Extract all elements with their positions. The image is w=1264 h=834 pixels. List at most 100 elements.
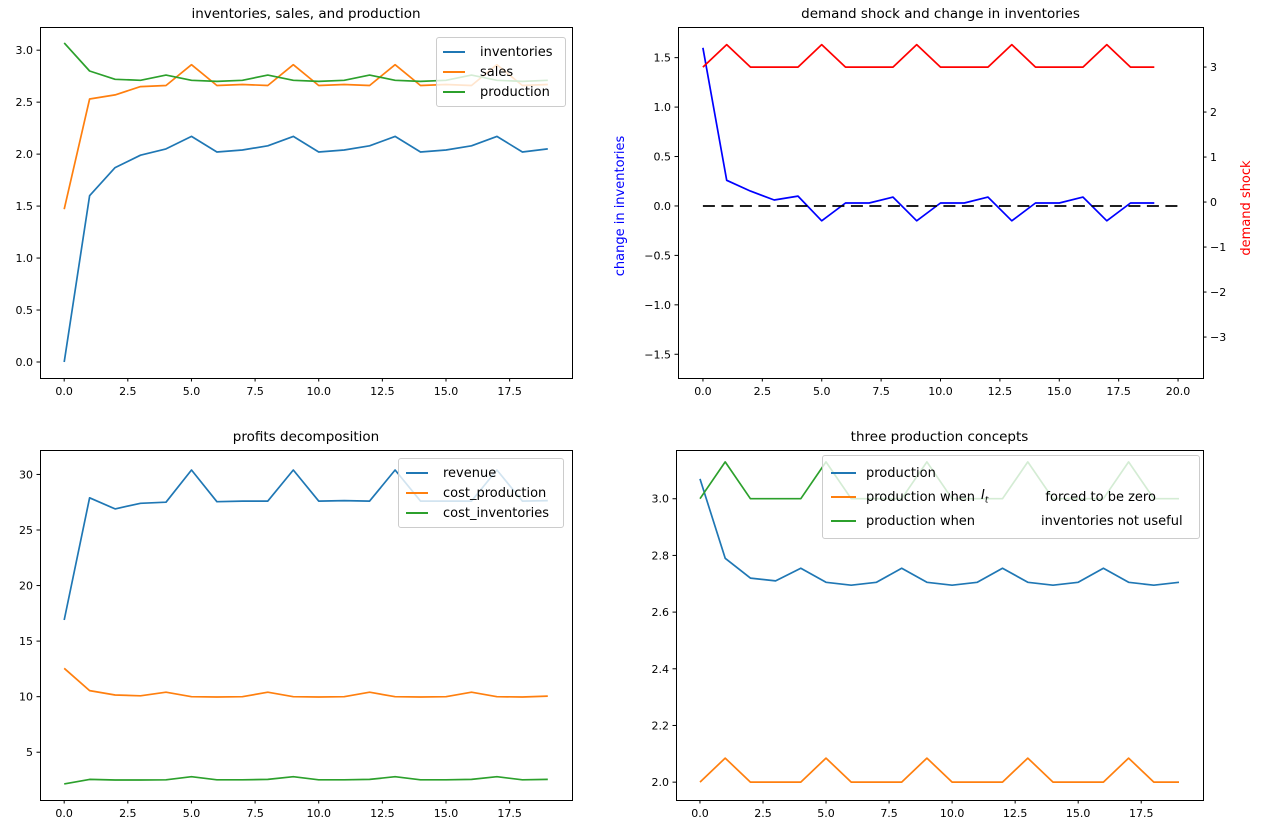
legend-swatch bbox=[443, 51, 465, 53]
axes-frame bbox=[40, 27, 573, 379]
axes-frame bbox=[40, 450, 573, 801]
legend-label: cost_inventories bbox=[443, 505, 550, 521]
y-tick-label: 0.0 bbox=[654, 200, 672, 213]
x-tick-label: 2.5 bbox=[754, 385, 772, 398]
x-tick-label: 0.0 bbox=[55, 807, 73, 820]
x-tick-label: 17.5 bbox=[1106, 385, 1131, 398]
y-tick-label: 1.0 bbox=[16, 252, 34, 265]
legend-swatch bbox=[831, 520, 856, 522]
x-tick-label: 0.0 bbox=[694, 385, 712, 398]
y-tick-label: 25 bbox=[19, 524, 33, 537]
legend-item: production bbox=[443, 82, 559, 102]
y-tick-label: 10 bbox=[19, 691, 33, 704]
legend-label: revenue bbox=[443, 465, 497, 481]
y-tick-label: 3.0 bbox=[652, 493, 670, 506]
y-tick-label: 1.0 bbox=[654, 101, 672, 114]
x-tick-label: 15.0 bbox=[434, 385, 459, 398]
legend-label-math: It bbox=[981, 488, 989, 506]
legend-label-gap bbox=[988, 497, 1045, 498]
y-tick-label: 0.5 bbox=[654, 151, 672, 164]
x-tick-label: 0.0 bbox=[691, 807, 709, 820]
x-tick-label: 2.5 bbox=[754, 807, 772, 820]
legend-item: cost_production bbox=[406, 483, 556, 503]
legend-swatch bbox=[406, 472, 428, 474]
legend-item: sales bbox=[443, 62, 559, 82]
y-tick-label: −0.5 bbox=[644, 249, 671, 262]
legend-three-production-concepts: production production when It forced to be … bbox=[822, 455, 1200, 539]
legend-item: revenue bbox=[406, 463, 556, 483]
legend-label: production bbox=[866, 465, 936, 481]
ylabel-demand-shock: demand shock bbox=[1239, 160, 1254, 256]
legend-label: inventories bbox=[480, 44, 553, 60]
y-tick-label: 3.0 bbox=[16, 44, 34, 57]
chart-title-profits-decomposition: profits decomposition bbox=[232, 429, 380, 445]
chart-title-demand-shock: demand shock and change in inventories bbox=[801, 6, 1080, 22]
y-tick-label: 2.8 bbox=[652, 549, 670, 562]
x-tick-label: 15.0 bbox=[1066, 807, 1091, 820]
x-tick-label: 5.0 bbox=[817, 807, 835, 820]
x-tick-label: 10.0 bbox=[306, 385, 331, 398]
x-tick-label: 7.5 bbox=[246, 385, 264, 398]
legend-profits-decomposition: revenue cost_production cost_inventories bbox=[398, 458, 564, 528]
series-line-inventories bbox=[63, 135, 548, 363]
chart-title-inventories-sales-production: inventories, sales, and production bbox=[191, 6, 421, 22]
y-right-tick-label: 0 bbox=[1210, 196, 1217, 209]
x-tick-label: 5.0 bbox=[183, 385, 201, 398]
legend-item: production when inventories not useful bbox=[831, 509, 1191, 533]
legend-swatch bbox=[406, 492, 428, 494]
legend-label-gap bbox=[975, 521, 1041, 522]
x-tick-label: 10.0 bbox=[928, 385, 953, 398]
x-tick-label: 12.5 bbox=[1003, 807, 1028, 820]
legend-inventories-sales-production: inventories sales production bbox=[436, 37, 566, 107]
x-tick-label: 7.5 bbox=[246, 807, 264, 820]
y-tick-label: −1.0 bbox=[644, 299, 671, 312]
y-tick-label: 1.5 bbox=[16, 200, 34, 213]
axes-frame bbox=[676, 450, 1204, 801]
y-tick-label: 0.5 bbox=[16, 304, 34, 317]
y-tick-label: 2.4 bbox=[652, 663, 670, 676]
x-tick-label: 7.5 bbox=[880, 807, 898, 820]
y-tick-label: 5 bbox=[26, 746, 33, 759]
series-line-cost-production bbox=[63, 667, 548, 698]
legend-label: forced to be zero bbox=[1045, 489, 1156, 505]
y-tick-label: −1.5 bbox=[644, 348, 671, 361]
x-tick-label: 10.0 bbox=[306, 807, 331, 820]
legend-item: production bbox=[831, 461, 1191, 485]
y-tick-label: 2.5 bbox=[16, 96, 34, 109]
legend-item: inventories bbox=[443, 42, 559, 62]
y-tick-label: 1.5 bbox=[654, 52, 672, 65]
chart-title-three-production-concepts: three production concepts bbox=[850, 429, 1029, 445]
y-tick-label: 20 bbox=[19, 580, 33, 593]
y-tick-label: 2.0 bbox=[16, 148, 34, 161]
legend-label: production when bbox=[866, 513, 976, 529]
x-tick-label: 15.0 bbox=[1047, 385, 1072, 398]
y-right-tick-label: 3 bbox=[1210, 61, 1217, 74]
x-tick-label: 12.5 bbox=[988, 385, 1013, 398]
legend-label: production bbox=[480, 84, 550, 100]
legend-swatch bbox=[406, 512, 428, 514]
x-tick-label: 10.0 bbox=[940, 807, 965, 820]
y-right-tick-label: −1 bbox=[1210, 241, 1226, 254]
x-tick-label: 0.0 bbox=[55, 385, 73, 398]
series-line-cost-inventories bbox=[64, 775, 548, 785]
y-tick-label: 15 bbox=[19, 635, 33, 648]
x-tick-label: 12.5 bbox=[370, 807, 395, 820]
series-line-demand-shock bbox=[702, 43, 1155, 68]
legend-label: sales bbox=[480, 64, 514, 80]
series-line-change-in-inventories bbox=[702, 47, 1155, 222]
y-tick-label: 30 bbox=[19, 468, 33, 481]
x-tick-label: 12.5 bbox=[370, 385, 395, 398]
legend-swatch bbox=[443, 91, 465, 93]
series-line-production-when-i-t-forced-to-be-zero bbox=[699, 757, 1179, 783]
legend-label: production when bbox=[866, 489, 976, 505]
y-tick-label: 2.6 bbox=[652, 606, 670, 619]
x-tick-label: 17.5 bbox=[497, 807, 522, 820]
x-tick-label: 15.0 bbox=[434, 807, 459, 820]
legend-item: cost_inventories bbox=[406, 503, 556, 523]
x-tick-label: 2.5 bbox=[119, 807, 137, 820]
legend-swatch bbox=[831, 472, 856, 474]
x-tick-label: 17.5 bbox=[497, 385, 522, 398]
y-right-tick-label: −2 bbox=[1210, 286, 1226, 299]
